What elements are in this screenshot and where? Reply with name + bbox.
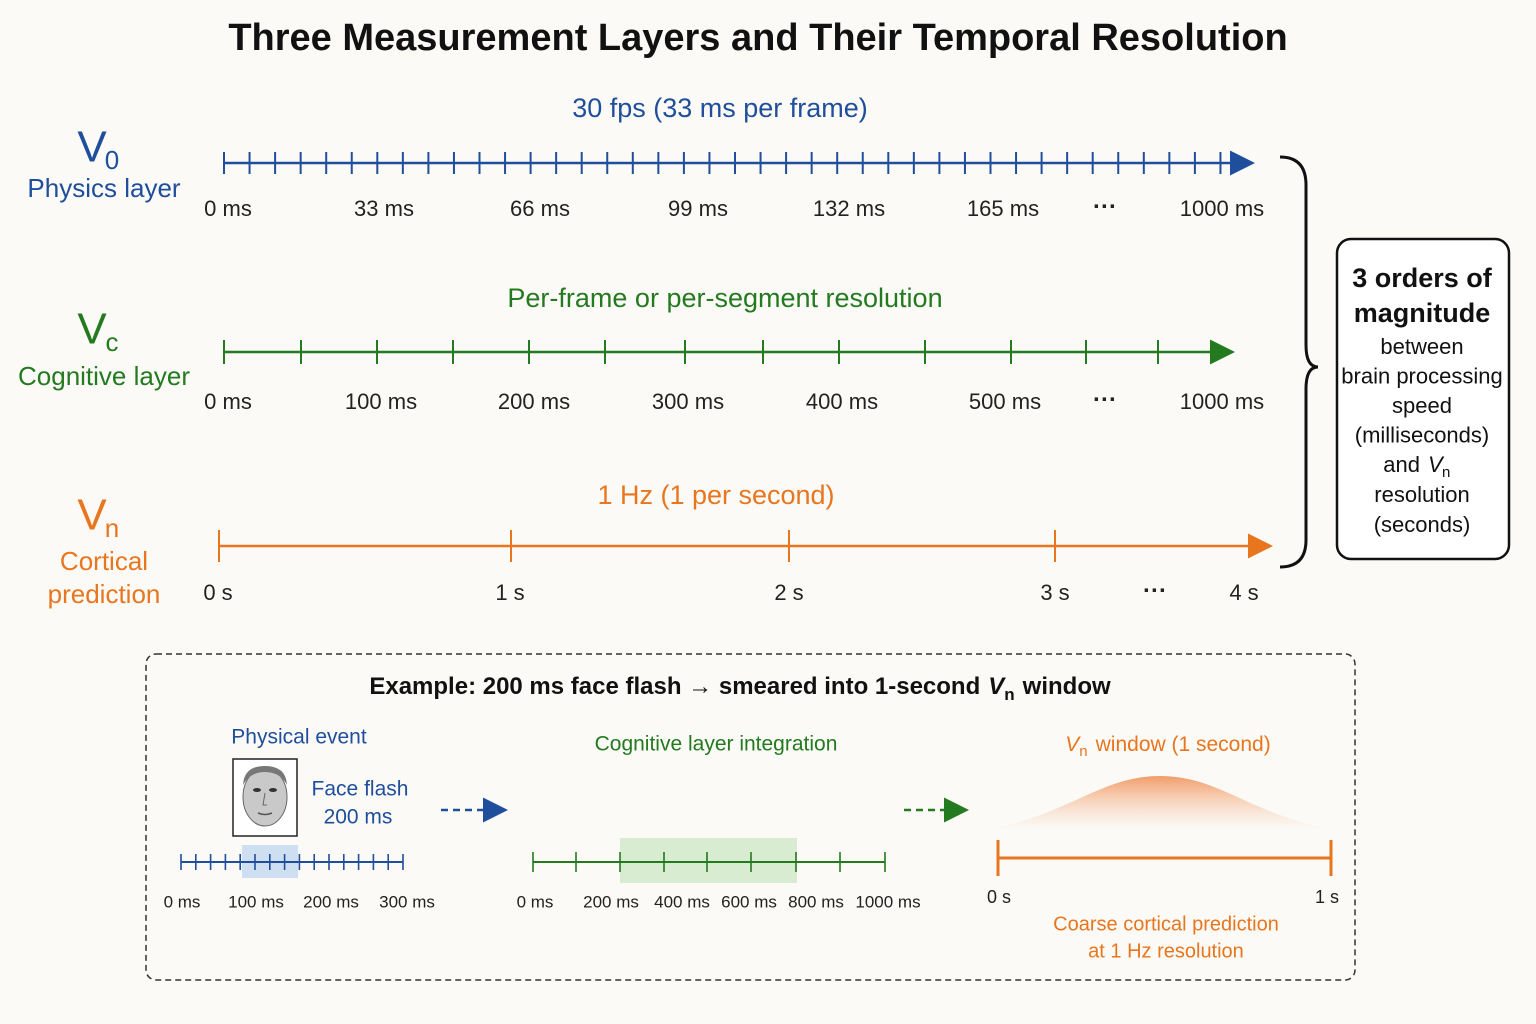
tick-label: 3 s [1040, 580, 1069, 605]
tick-label: 0 ms [164, 892, 201, 911]
layer-name: Physics layer [27, 173, 180, 203]
layer-symbol: V [77, 305, 107, 354]
ellipsis: ··· [1093, 193, 1117, 220]
tick-label: 400 ms [654, 892, 710, 911]
mini-timeline: 0 ms 100 ms 200 ms 300 ms [164, 854, 435, 911]
tick-label: 200 ms [303, 892, 359, 911]
layer-subscript: c [106, 327, 119, 357]
title-sub: n [1004, 685, 1014, 704]
ellipsis: ··· [1143, 577, 1167, 604]
layer-caption: 1 Hz (1 per second) [597, 480, 834, 510]
tick-label: 300 ms [652, 389, 724, 414]
layer-subscript: 0 [105, 145, 119, 175]
panel-heading: Vn window (1 second) [1065, 733, 1270, 760]
layer-symbol: V [77, 123, 107, 172]
mini-timeline: 0 ms 200 ms 400 ms 600 ms 800 ms 1000 ms [517, 852, 921, 911]
layer-caption: Per-frame or per-segment resolution [507, 283, 942, 313]
tick-label: 600 ms [721, 892, 777, 911]
summary-text: (milliseconds) [1355, 422, 1489, 447]
summary-text: and [1383, 452, 1420, 477]
panel-label: Face flash [312, 778, 409, 801]
tick-label: 0 s [203, 580, 232, 605]
tick-label: 0 s [987, 887, 1011, 907]
tick-label: 300 ms [379, 892, 435, 911]
tick-label: 66 ms [510, 196, 570, 221]
panel-label: 200 ms [324, 806, 393, 829]
title-part: window [1022, 673, 1111, 700]
integration-highlight [620, 838, 797, 883]
tick-label: 1000 ms [855, 892, 920, 911]
tick-label: 1000 ms [1180, 196, 1264, 221]
tick-label: 132 ms [813, 196, 885, 221]
title-v: V [988, 673, 1006, 700]
smear-hump [985, 776, 1335, 830]
summary-v-sub: n [1442, 464, 1450, 481]
summary-text: brain processing [1341, 363, 1502, 388]
tick-label: 800 ms [788, 892, 844, 911]
summary-heading: magnitude [1354, 298, 1491, 328]
caption: at 1 Hz resolution [1088, 940, 1244, 962]
tick-label: 1 s [495, 580, 524, 605]
layer-name: Cognitive layer [18, 361, 190, 391]
title-part: Example: 200 ms face flash → smeared int… [369, 673, 980, 700]
panel-heading: Cognitive layer integration [595, 733, 838, 756]
tick-label: 1000 ms [1180, 389, 1264, 414]
tick-label: 165 ms [967, 196, 1039, 221]
layer-subscript: n [105, 513, 119, 543]
tick-label: 2 s [774, 580, 803, 605]
example-title: Example: 200 ms face flash → smeared int… [369, 673, 1111, 704]
summary-text: between [1380, 334, 1463, 359]
tick-label: 0 ms [204, 389, 252, 414]
example-box [145, 653, 1356, 981]
tick-label: 200 ms [583, 892, 639, 911]
summary-text: speed [1392, 393, 1452, 418]
layer-symbol: V [77, 491, 107, 540]
title: Three Measurement Layers and Their Tempo… [228, 17, 1287, 59]
summary-v: V [1428, 452, 1445, 477]
layer-name: prediction [48, 579, 161, 609]
tick-label: 1 s [1315, 887, 1339, 907]
caption: Coarse cortical prediction [1053, 913, 1279, 935]
tick-label: 0 ms [517, 892, 554, 911]
tick-label: 0 ms [204, 196, 252, 221]
panel-heading: Physical event [231, 726, 367, 749]
ellipsis: ··· [1093, 386, 1117, 413]
tick-label: 500 ms [969, 389, 1041, 414]
tick-label: 100 ms [345, 389, 417, 414]
heading-sub: n [1079, 743, 1087, 760]
summary-heading: 3 orders of [1352, 263, 1493, 293]
summary-text: (seconds) [1374, 512, 1471, 537]
tick-label: 100 ms [228, 892, 284, 911]
brace [1279, 155, 1319, 569]
heading-v: V [1065, 733, 1081, 756]
tick-label: 200 ms [498, 389, 570, 414]
summary: 3 orders of magnitude between brain process… [1341, 263, 1502, 537]
layer-name: Cortical [60, 546, 148, 576]
tick-label: 400 ms [806, 389, 878, 414]
face-icon [232, 758, 298, 837]
tick-label: 99 ms [668, 196, 728, 221]
summary-box [1335, 237, 1511, 561]
layer-caption: 30 fps (33 ms per frame) [572, 93, 868, 123]
tick-label: 4 s [1229, 580, 1258, 605]
summary-text: resolution [1374, 482, 1469, 507]
tick-label: 33 ms [354, 196, 414, 221]
heading-part: window (1 second) [1095, 733, 1271, 756]
